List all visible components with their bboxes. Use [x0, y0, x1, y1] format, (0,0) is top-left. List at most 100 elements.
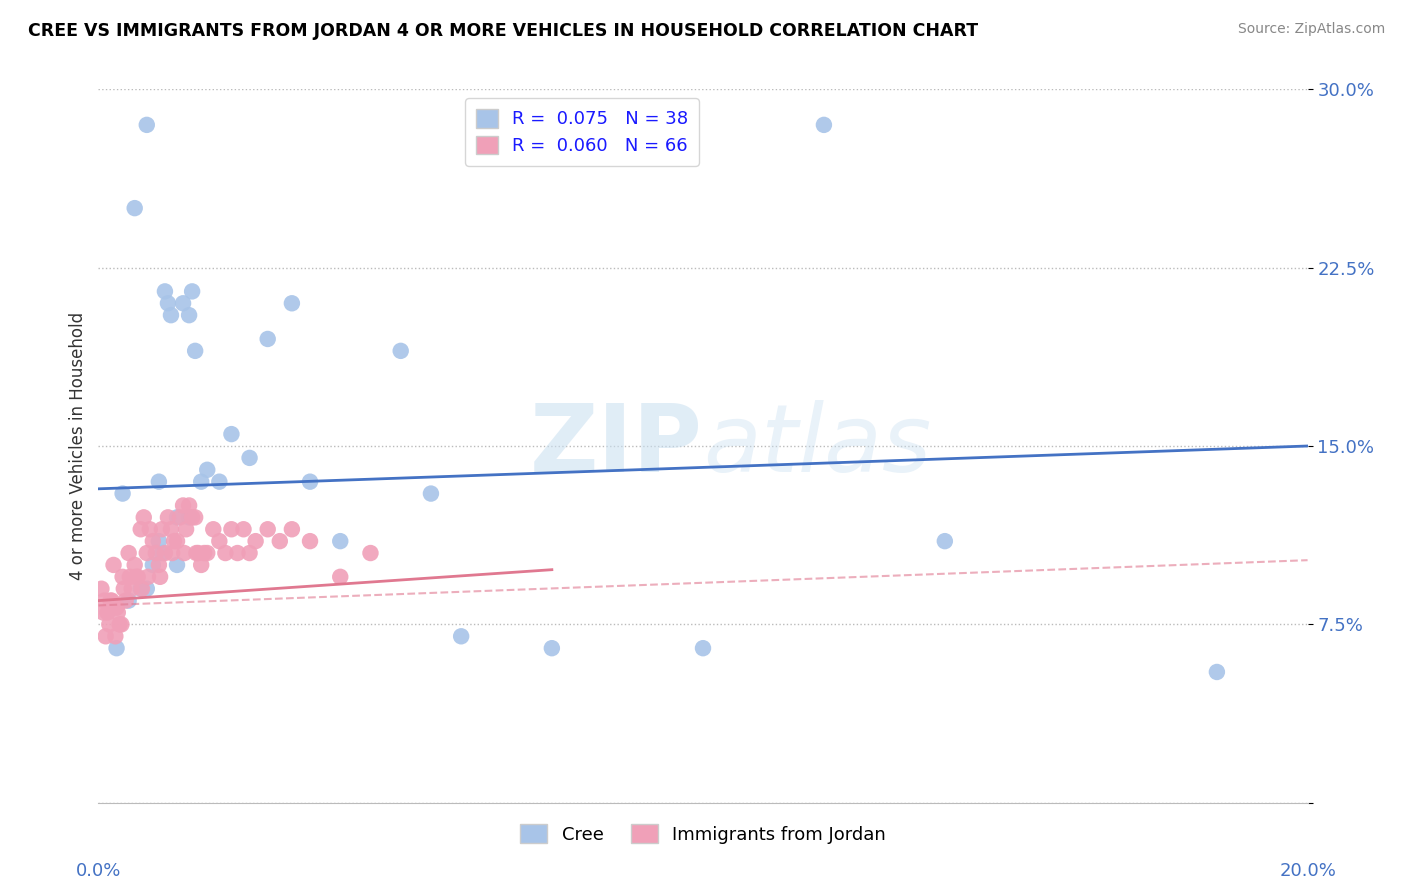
Point [202, 522, 225, 536]
Point [148, 475, 170, 489]
Point [124, 558, 146, 572]
Point [160, 308, 183, 322]
Point [160, 522, 183, 536]
Point [149, 570, 172, 584]
Point [124, 201, 146, 215]
Point [131, 582, 153, 596]
Point [195, 546, 218, 560]
Point [166, 534, 188, 549]
Point [127, 570, 149, 584]
Point [163, 534, 186, 549]
Point [169, 510, 191, 524]
Point [166, 558, 188, 572]
Point [184, 510, 207, 524]
Point [94, 629, 117, 643]
Point [195, 463, 218, 477]
Point [281, 296, 304, 310]
Point [111, 486, 134, 500]
Point [136, 570, 159, 584]
Point [150, 546, 173, 560]
Point [1206, 665, 1229, 679]
Point [193, 546, 215, 560]
Point [148, 534, 170, 549]
Point [108, 617, 131, 632]
Point [299, 534, 322, 549]
Point [179, 510, 201, 524]
Point [214, 546, 236, 560]
Point [299, 475, 322, 489]
Point [181, 285, 204, 299]
Point [148, 558, 170, 572]
Point [166, 510, 188, 524]
Point [142, 534, 165, 549]
Point [208, 475, 231, 489]
Point [111, 570, 134, 584]
Point [184, 343, 207, 358]
Point [179, 499, 201, 513]
Point [105, 641, 128, 656]
Point [174, 522, 197, 536]
Point [221, 427, 243, 442]
Point [450, 629, 472, 643]
Point [112, 582, 135, 596]
Point [150, 522, 173, 536]
Point [540, 641, 562, 656]
Point [153, 285, 176, 299]
Point [105, 600, 128, 615]
Point [118, 570, 141, 584]
Text: ZIP: ZIP [530, 400, 703, 492]
Point [208, 534, 231, 549]
Point [156, 296, 179, 310]
Point [142, 558, 165, 572]
Point [269, 534, 291, 549]
Y-axis label: 4 or more Vehicles in Household: 4 or more Vehicles in Household [69, 312, 87, 580]
Point [96, 606, 118, 620]
Point [100, 593, 122, 607]
Point [172, 499, 194, 513]
Point [98, 617, 121, 632]
Point [190, 558, 212, 572]
Point [129, 522, 152, 536]
Point [110, 617, 132, 632]
Point [256, 522, 278, 536]
Point [281, 522, 304, 536]
Point [226, 546, 249, 560]
Point [121, 582, 143, 596]
Point [221, 522, 243, 536]
Point [156, 510, 179, 524]
Point [104, 629, 127, 643]
Point [239, 450, 262, 465]
Point [813, 118, 835, 132]
Point [329, 534, 352, 549]
Point [360, 546, 382, 560]
Text: 20.0%: 20.0% [1279, 863, 1336, 880]
Point [135, 546, 157, 560]
Text: 0.0%: 0.0% [76, 863, 121, 880]
Text: CREE VS IMMIGRANTS FROM JORDAN 4 OR MORE VEHICLES IN HOUSEHOLD CORRELATION CHART: CREE VS IMMIGRANTS FROM JORDAN 4 OR MORE… [28, 22, 979, 40]
Point [173, 546, 195, 560]
Point [118, 546, 141, 560]
Point [934, 534, 956, 549]
Point [100, 593, 122, 607]
Point [135, 582, 157, 596]
Point [181, 510, 204, 524]
Point [245, 534, 267, 549]
Point [103, 558, 125, 572]
Point [129, 582, 152, 596]
Point [187, 546, 209, 560]
Point [256, 332, 278, 346]
Point [190, 475, 212, 489]
Text: atlas: atlas [703, 401, 931, 491]
Point [160, 546, 183, 560]
Point [93, 593, 115, 607]
Point [186, 546, 208, 560]
Point [139, 522, 162, 536]
Point [145, 546, 167, 560]
Text: Source: ZipAtlas.com: Source: ZipAtlas.com [1237, 22, 1385, 37]
Point [172, 296, 194, 310]
Point [90, 582, 112, 596]
Point [239, 546, 262, 560]
Point [125, 570, 148, 584]
Point [135, 118, 157, 132]
Point [114, 593, 136, 607]
